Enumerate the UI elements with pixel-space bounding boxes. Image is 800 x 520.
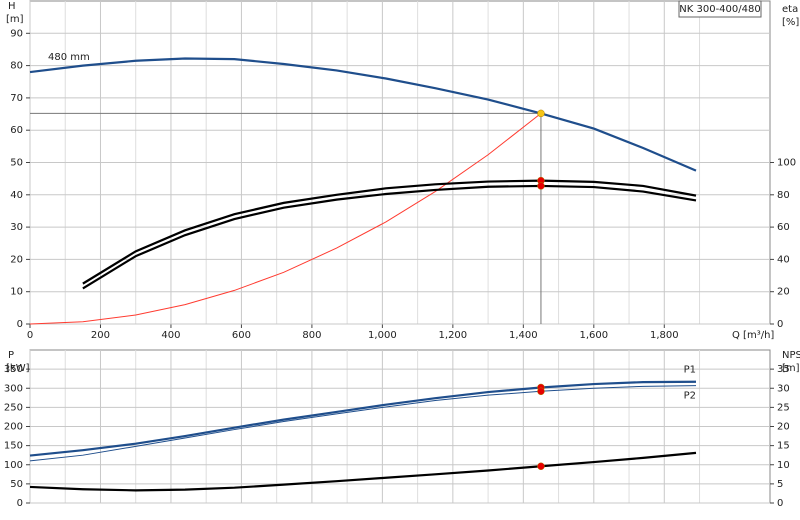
series-label: P2: [684, 391, 696, 402]
y2-tick-label: 100: [777, 158, 796, 169]
y-tick-label: 60: [10, 125, 23, 136]
y-tick-label: 200: [4, 422, 23, 433]
y-tick-label: 250: [4, 402, 23, 413]
x-tick-label: 1,600: [579, 330, 608, 341]
curve: [29, 451, 697, 492]
y-tick-label: 300: [4, 383, 23, 394]
y2-tick-label: 20: [777, 422, 790, 433]
y-axis-label: H: [8, 1, 16, 12]
y-tick-label: 50: [10, 158, 23, 169]
y-axis-unit: [kW]: [6, 363, 30, 374]
y2-axis-label: eta: [782, 4, 798, 15]
y-tick-label: 350: [4, 364, 23, 375]
x-axis-label: Q [m³/h]: [732, 330, 774, 341]
y2-axis-label: NPSH: [782, 350, 800, 361]
y-tick-label: 90: [10, 28, 23, 39]
y2-tick-label: 10: [777, 460, 790, 471]
y-tick-label: 0: [17, 498, 23, 509]
y2-tick-label: 40: [777, 254, 790, 265]
curve: [82, 179, 697, 285]
curve: [29, 57, 697, 172]
x-tick-label: 200: [91, 330, 110, 341]
chart-title: NK 300-400/480: [679, 4, 760, 15]
curve: [29, 380, 697, 457]
y2-tick-label: 15: [777, 441, 790, 452]
curve: [82, 184, 697, 290]
curve: [29, 385, 697, 462]
y-axis-label: P: [8, 350, 14, 361]
x-tick-label: 0: [27, 330, 33, 341]
y2-tick-label: 25: [777, 402, 790, 413]
y2-tick-label: 80: [777, 190, 790, 201]
y2-tick-label: 0: [777, 319, 783, 330]
curve: [29, 113, 542, 325]
x-tick-label: 1,800: [650, 330, 679, 341]
x-tick-label: 600: [232, 330, 251, 341]
y2-tick-label: 60: [777, 222, 790, 233]
x-tick-label: 1,400: [509, 330, 538, 341]
y2-tick-label: 30: [777, 383, 790, 394]
y2-tick-label: 35: [777, 364, 790, 375]
y-tick-label: 20: [10, 254, 23, 265]
series-label: P1: [684, 365, 696, 376]
y2-axis-unit: [m]: [782, 363, 800, 374]
series-label: 480 mm: [48, 52, 90, 63]
duty-point: [537, 109, 545, 118]
x-tick-label: 400: [161, 330, 180, 341]
plot: 0 50 100 150 200 250 300 350 0 5 10 15 20 25 30 35 P [kW]…: [4, 349, 800, 509]
y-tick-label: 80: [10, 61, 23, 72]
y-tick-label: 0: [17, 319, 23, 330]
y-tick-label: 10: [10, 287, 23, 298]
y-tick-label: 100: [4, 460, 23, 471]
duty-point: [537, 387, 545, 396]
title-box: [678, 0, 762, 18]
y-tick-label: 50: [10, 479, 23, 490]
y-tick-label: 150: [4, 441, 23, 452]
y-tick-label: 30: [10, 222, 23, 233]
y2-tick-label: 5: [777, 479, 783, 490]
duty-point: [537, 462, 545, 471]
duty-point: [537, 182, 545, 190]
plot: 0 200 400 600 800 1,000 1,200 1,400 1,600 1,80001…: [6, 0, 799, 341]
x-tick-label: 1,200: [439, 330, 468, 341]
y2-tick-label: 20: [777, 287, 790, 298]
y2-axis-unit: [%]: [782, 17, 799, 28]
y2-tick-label: 0: [777, 498, 783, 509]
y-tick-label: 40: [10, 190, 23, 201]
y-axis-unit: [m]: [6, 14, 24, 25]
x-tick-label: 800: [302, 330, 321, 341]
x-tick-label: 1,000: [368, 330, 397, 341]
y-tick-label: 70: [10, 93, 23, 104]
